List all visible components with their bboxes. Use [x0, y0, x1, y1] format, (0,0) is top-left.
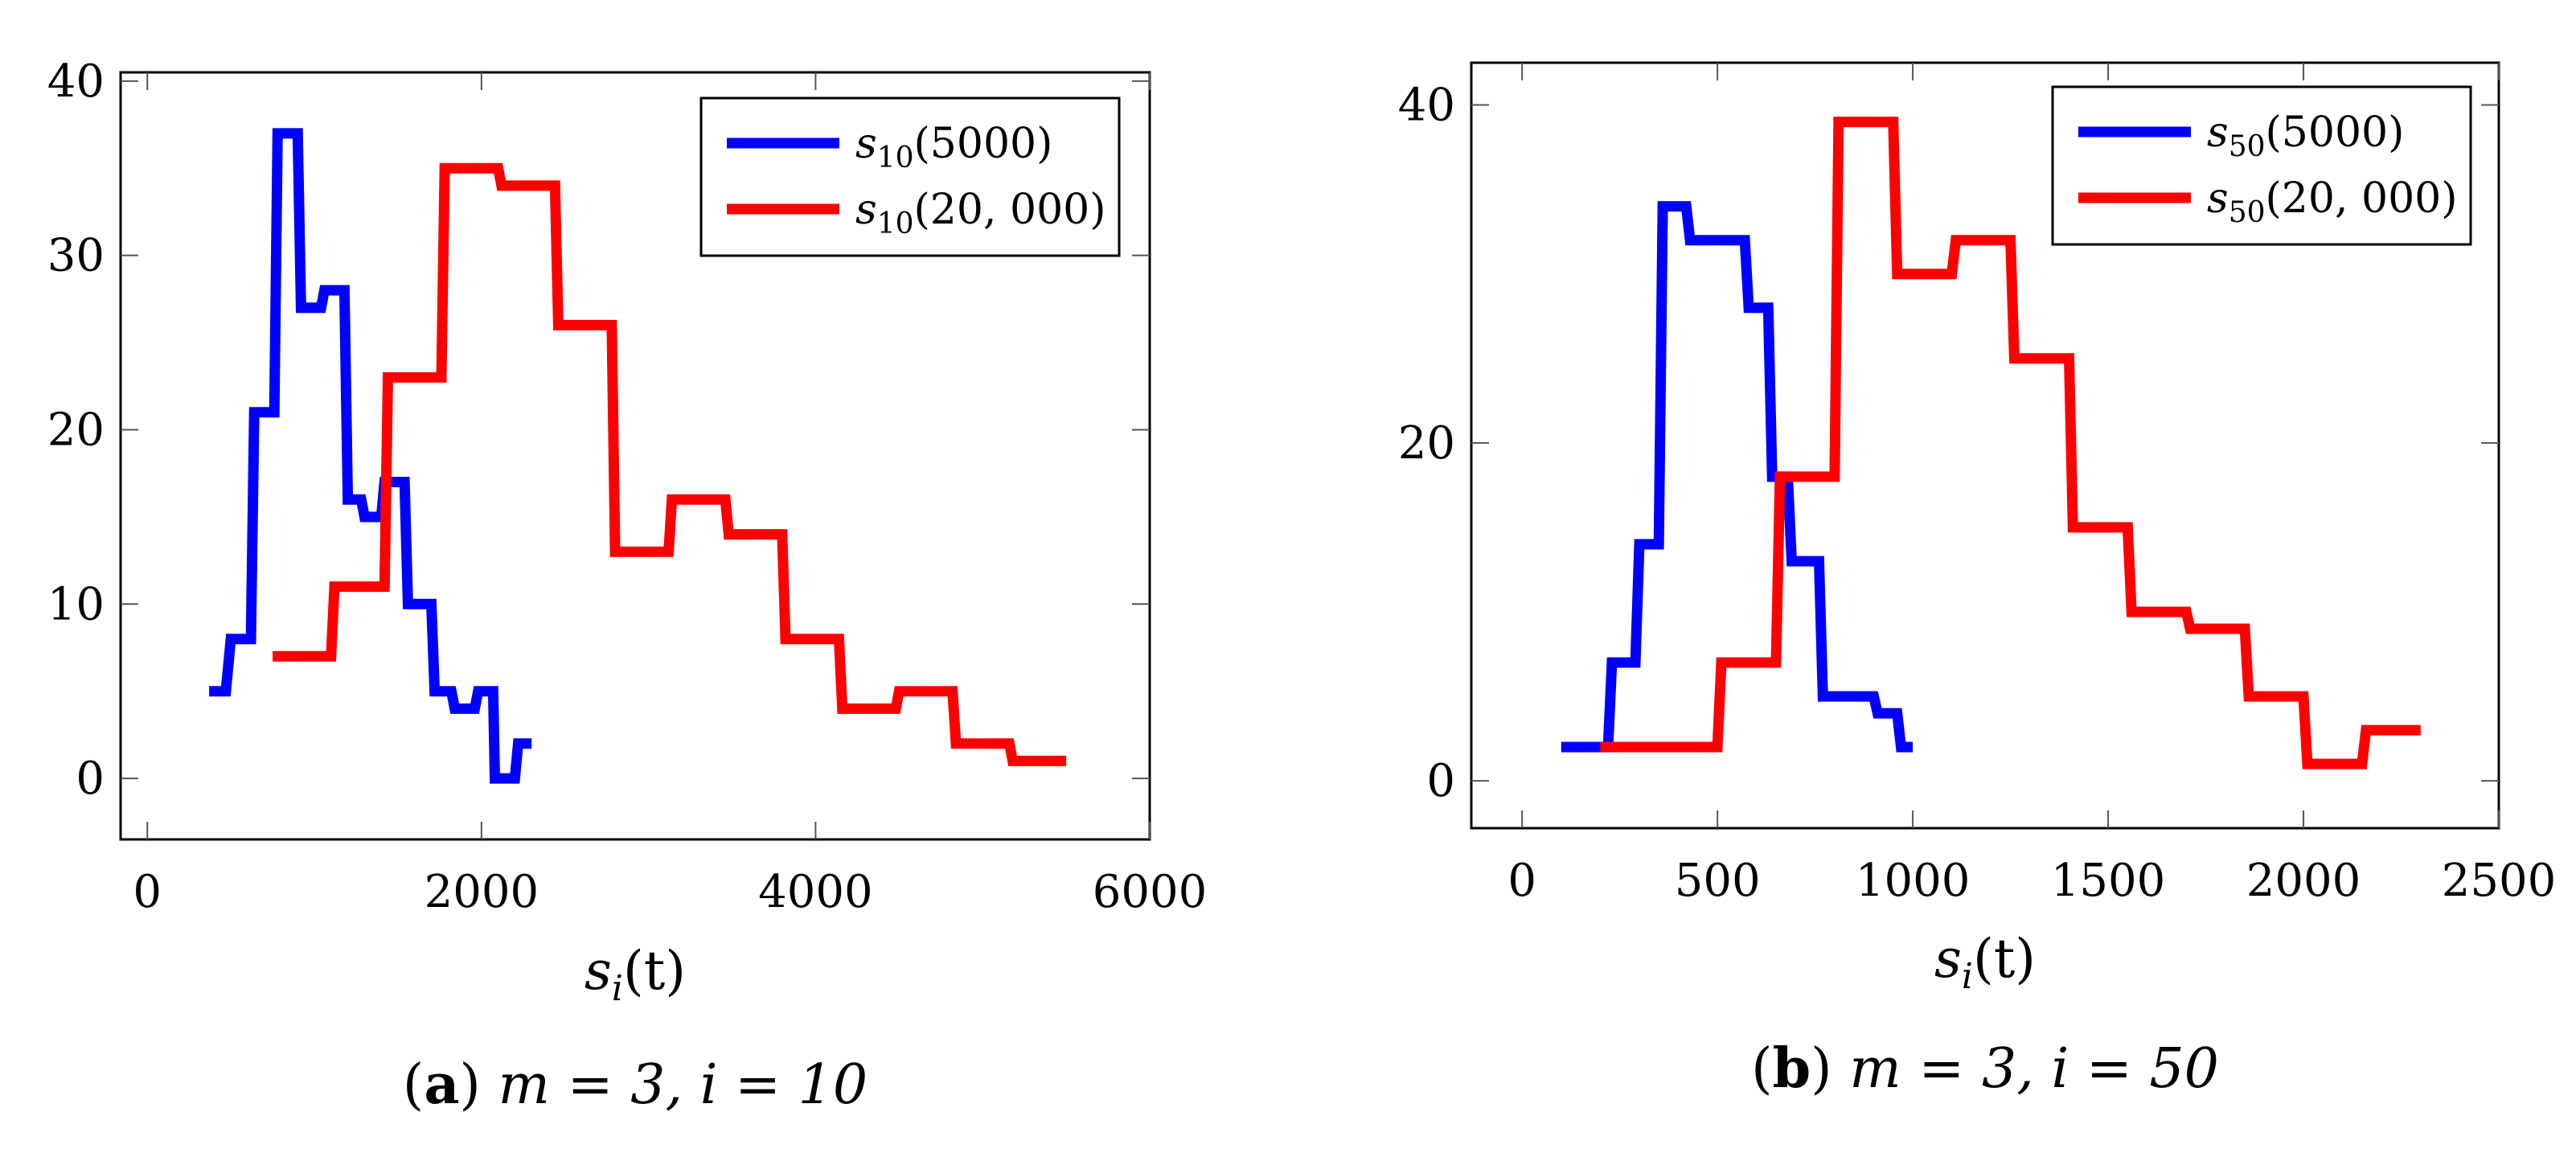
y-tick-label: 0	[1426, 755, 1455, 807]
y-tick-label: 10	[47, 578, 105, 630]
caption: (b) m = 3, i = 50	[1751, 1036, 2219, 1101]
x-tick-label: 500	[1675, 855, 1761, 907]
chart-b: 0 500 1000 1500 2000 2500 0 20 40 s50(5000) s50(20…	[1398, 61, 2557, 1101]
legend-entry: s50(20, 000)	[2207, 174, 2458, 229]
plot-frame	[119, 71, 1151, 841]
chart-a: 0 2000 4000 6000 0 10 20 30 40 s10(5000) s10(20, 0…	[47, 55, 1208, 1117]
series-line-blue	[1561, 201, 1914, 753]
x-axis-label: si(t)	[1934, 928, 2036, 997]
legend-entry: s50(5000)	[2207, 109, 2404, 163]
x-tick-label: 0	[1507, 855, 1536, 907]
y-tick-label: 20	[47, 404, 105, 456]
caption: (a) m = 3, i = 10	[403, 1052, 868, 1117]
x-tick-label: 4000	[758, 866, 873, 918]
x-axis-label: si(t)	[585, 940, 686, 1009]
x-tick-label: 6000	[1093, 866, 1208, 918]
x-tick-label: 2000	[2246, 855, 2361, 907]
series-line-red	[273, 162, 1067, 766]
x-tick-label: 2000	[425, 866, 539, 918]
x-tick-label: 1500	[2051, 855, 2166, 907]
legend-entry: s10(20, 000)	[855, 186, 1106, 240]
plot-frame	[1470, 61, 2500, 830]
y-tick-label: 30	[47, 230, 105, 282]
legend-entry: s10(5000)	[855, 120, 1052, 174]
y-tick-label: 20	[1398, 417, 1455, 470]
legend-box	[699, 96, 1121, 257]
x-tick-label: 1000	[1856, 855, 1971, 907]
series-line-red	[1600, 117, 2421, 769]
y-tick-label: 40	[47, 55, 105, 108]
y-tick-label: 0	[76, 753, 105, 805]
legend-box	[2051, 85, 2472, 246]
x-tick-label: 0	[133, 866, 162, 918]
y-tick-label: 40	[1398, 80, 1455, 132]
x-tick-label: 2500	[2442, 855, 2557, 907]
series-line-blue	[209, 128, 532, 784]
